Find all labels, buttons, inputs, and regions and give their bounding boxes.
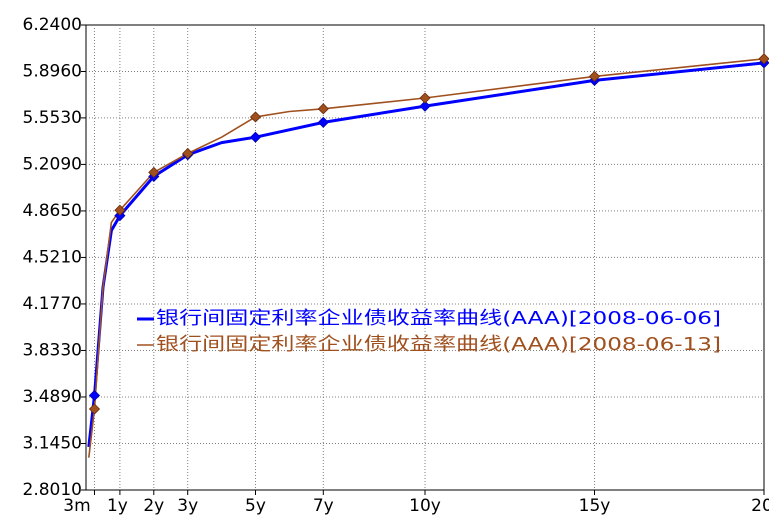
x-tick-label: 1y	[107, 496, 128, 516]
x-tick-label: 10y	[409, 496, 441, 516]
series-1-point	[249, 131, 262, 143]
y-tick-label: 4.8650	[23, 201, 82, 221]
y-tick-label: 3.4890	[23, 387, 82, 407]
y-tick-label: 6.2400	[23, 15, 82, 35]
series-1-point	[88, 389, 101, 402]
series-2-point	[114, 204, 126, 216]
series-2-point	[182, 147, 194, 160]
x-tick-label: 7y	[313, 496, 334, 516]
x-tick-label: 3y	[177, 496, 198, 516]
series-2-point	[317, 103, 329, 115]
y-tick-label: 5.5530	[23, 108, 82, 128]
series-2-point	[588, 70, 601, 82]
y-tick-label: 4.1770	[23, 294, 82, 314]
series-line-2	[88, 58, 765, 458]
x-axis-ticks: 3m 1y 2y 3y 5y 7y 10y 15y 20y	[63, 490, 769, 516]
legend-label-1: 银行间固定利率企业债收益率曲线(AAA)[2008-06-06]	[156, 308, 721, 329]
y-axis-ticks: 2.8010 3.1450 3.4890 3.8330 4.1770 4.5210 4.86…	[23, 15, 86, 500]
series-2-point	[249, 111, 262, 123]
y-tick-label: 4.5210	[23, 247, 82, 267]
x-tick-label: 5y	[245, 496, 266, 516]
y-tick-label: 3.1450	[23, 433, 82, 453]
y-tick-label: 2.8010	[23, 480, 82, 500]
legend: 银行间固定利率企业债收益率曲线(AAA)[2008-06-06] 银行间固定利率企…	[137, 308, 721, 355]
legend-label-2: 银行间固定利率企业债收益率曲线(AAA)[2008-06-13]	[156, 334, 721, 355]
series-2-point	[758, 53, 769, 65]
y-tick-label: 3.8330	[23, 340, 82, 360]
x-tick-label: 3m	[63, 496, 90, 516]
x-tick-label: 15y	[579, 496, 611, 516]
y-tick-label: 5.8960	[23, 62, 82, 82]
series-2-point	[88, 403, 101, 415]
series-1-point	[317, 116, 329, 128]
y-tick-label: 5.2090	[23, 154, 82, 174]
x-tick-label: 20y	[751, 496, 769, 516]
series-1-point	[419, 100, 431, 112]
series-2-point	[419, 92, 431, 104]
series-2-point	[148, 166, 160, 178]
x-tick-label: 2y	[143, 496, 164, 516]
series-layer	[87, 53, 769, 458]
grid	[86, 25, 764, 490]
